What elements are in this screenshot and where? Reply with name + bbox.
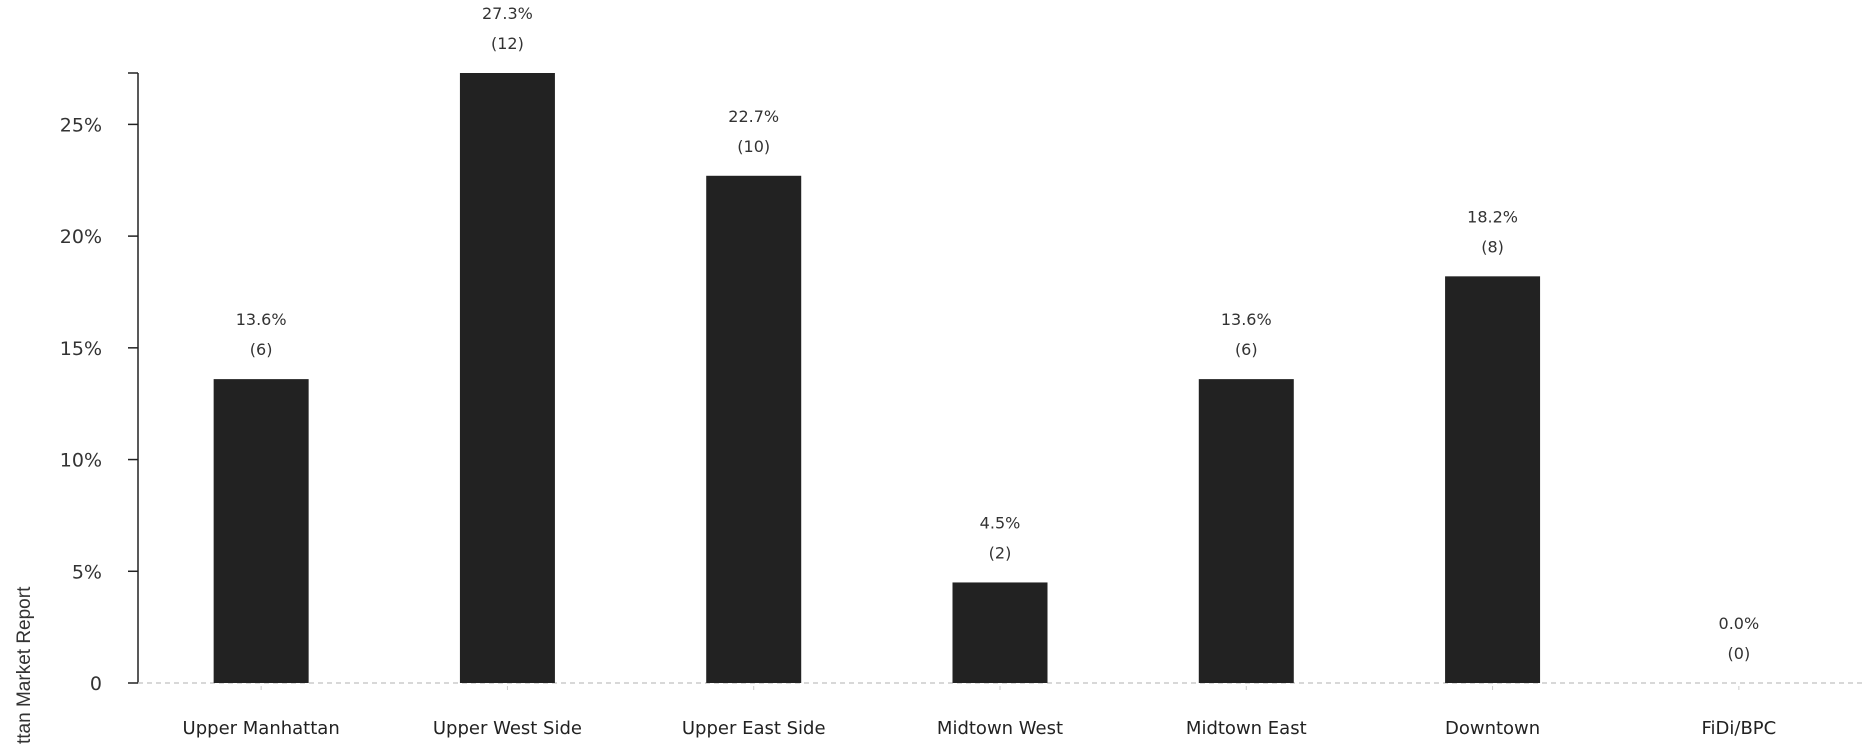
- bar-value-label: 27.3%: [482, 4, 533, 23]
- y-tick-label: 15%: [60, 338, 102, 360]
- bar-count-label: (10): [737, 137, 770, 156]
- bar-count-label: (6): [1235, 340, 1258, 359]
- bar: [1445, 276, 1541, 683]
- bar: [459, 73, 555, 683]
- bar: [706, 175, 802, 684]
- x-tick-label: Downtown: [1445, 718, 1540, 739]
- y-tick-label: 25%: [60, 114, 102, 136]
- bars-group: [213, 73, 1541, 684]
- bar-count-label: (6): [250, 340, 273, 359]
- x-tick-label: Upper West Side: [433, 718, 582, 739]
- bar-value-label: 18.2%: [1467, 207, 1518, 226]
- bar-count-label: (12): [491, 34, 524, 53]
- data-labels-group: 13.6% (6) 27.3% (12) 22.7% (10) 4.5% (2) 13.6% (6…: [236, 4, 1759, 663]
- x-tick-label: Upper East Side: [682, 718, 826, 739]
- bar-count-label: (8): [1481, 237, 1504, 256]
- bar-value-label: 22.7%: [728, 107, 779, 126]
- y-tick-label: 10%: [60, 450, 102, 472]
- bar-value-label: 4.5%: [980, 513, 1021, 532]
- x-tick-labels-group: Upper Manhattan Upper West Side Upper East…: [183, 686, 1776, 739]
- y-tick-label: 5%: [72, 561, 102, 583]
- x-tick-label: Midtown East: [1186, 718, 1307, 739]
- bar-count-label: (2): [989, 543, 1012, 562]
- bar-count-label: (0): [1728, 644, 1751, 663]
- y-axis: 0 5% 10% 15% 20% 25%: [60, 72, 139, 695]
- bar: [1198, 379, 1294, 683]
- bar-value-label: 13.6%: [236, 310, 287, 329]
- x-tick-label: Upper Manhattan: [183, 718, 340, 739]
- x-tick-label: Midtown West: [937, 718, 1063, 739]
- bar-value-label: 13.6%: [1221, 310, 1272, 329]
- x-tick-label: FiDi/BPC: [1701, 718, 1776, 739]
- bar: [213, 379, 309, 683]
- y-tick-label: 20%: [60, 226, 102, 248]
- y-tick-label: 0: [90, 673, 102, 695]
- bar-value-label: 0.0%: [1719, 614, 1760, 633]
- side-report-label: ttan Market Report: [14, 586, 35, 744]
- bar: [952, 582, 1048, 683]
